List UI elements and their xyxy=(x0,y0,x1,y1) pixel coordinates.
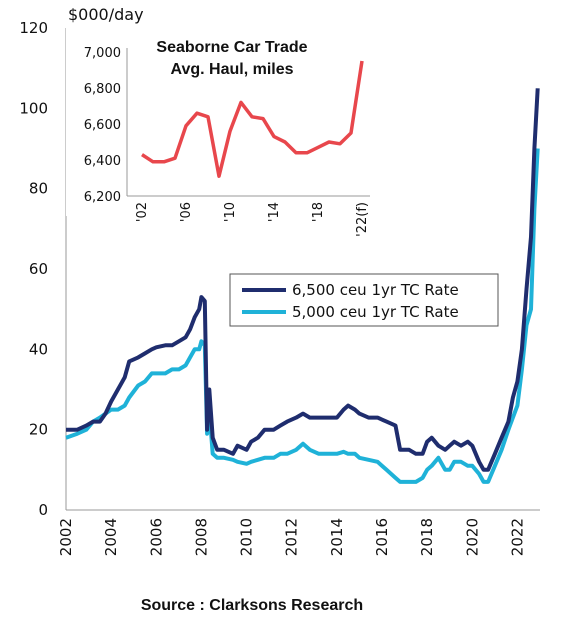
legend-box xyxy=(229,273,499,327)
main-x-tick-label: 2002 xyxy=(57,518,75,556)
inset-x-ticks: '02 '06 '10 '14 '18 '22(f) xyxy=(135,202,370,237)
inset-y-ticks: 6,200 6,400 6,600 6,800 7,000 xyxy=(84,46,121,205)
main-x-tick-label: 2012 xyxy=(283,518,301,556)
source-note: Source : Clarksons Research xyxy=(141,597,363,614)
inset-series-group xyxy=(141,60,364,178)
inset-series-line xyxy=(141,60,364,178)
main-x-tick-label: 2020 xyxy=(463,518,481,556)
inset-y-tick-label: 6,200 xyxy=(84,190,121,205)
main-series-group xyxy=(65,88,540,484)
inset-background xyxy=(66,28,380,216)
main-y-tick-label: 40 xyxy=(29,340,48,358)
inset-x-tick-label: '14 xyxy=(267,202,282,222)
inset-x-tick-label: '06 xyxy=(179,202,194,222)
main-x-tick-label: 2006 xyxy=(147,518,165,556)
main-x-tick-label: 2004 xyxy=(102,518,120,556)
main-x-tick-label: 2018 xyxy=(418,518,436,556)
inset-y-tick-label: 6,800 xyxy=(84,82,121,97)
main-x-tick-label: 2010 xyxy=(238,518,256,556)
inset-y-tick-label: 6,400 xyxy=(84,154,121,169)
inset-title-line-1: Seaborne Car Trade xyxy=(156,39,307,56)
inset-y-tick-label: 6,600 xyxy=(84,118,121,133)
main-x-tick-label: 2008 xyxy=(192,518,210,556)
main-y-tick-label: 20 xyxy=(29,421,48,439)
main-y-tick-label: 120 xyxy=(19,19,48,37)
main-y-ticks: 0 20 40 60 80 100 120 xyxy=(19,19,48,519)
main-y-tick-label: 100 xyxy=(19,99,48,117)
main-x-ticks: 2002 2004 2006 2008 2010 2012 2014 2016 2018 2020… xyxy=(57,518,526,556)
main-y-tick-label: 0 xyxy=(38,501,48,519)
inset-x-tick-label: '22(f) xyxy=(355,202,370,237)
inset-title-line-2: Avg. Haul, miles xyxy=(171,61,294,78)
legend-label-6500: 6,500 ceu 1yr TC Rate xyxy=(292,281,459,299)
inset-y-tick-label: 7,000 xyxy=(84,46,121,61)
main-y-tick-label: 60 xyxy=(29,260,48,278)
series-line-6500 xyxy=(66,88,540,472)
main-unit-label: $000/day xyxy=(68,5,144,24)
inset-chart: Seaborne Car Trade Avg. Haul, miles 6,20… xyxy=(66,28,380,237)
inset-x-tick-label: '18 xyxy=(311,202,326,222)
main-x-tick-label: 2022 xyxy=(508,518,526,556)
series-line-5000 xyxy=(65,148,540,484)
legend: 6,500 ceu 1yr TC Rate 5,000 ceu 1yr TC R… xyxy=(229,273,499,327)
main-y-tick-label: 80 xyxy=(29,180,48,198)
main-x-tick-label: 2014 xyxy=(328,518,346,556)
main-x-tick-label: 2016 xyxy=(373,518,391,556)
inset-x-tick-label: '10 xyxy=(223,202,238,222)
inset-x-tick-label: '02 xyxy=(135,202,150,222)
legend-label-5000: 5,000 ceu 1yr TC Rate xyxy=(292,303,459,321)
